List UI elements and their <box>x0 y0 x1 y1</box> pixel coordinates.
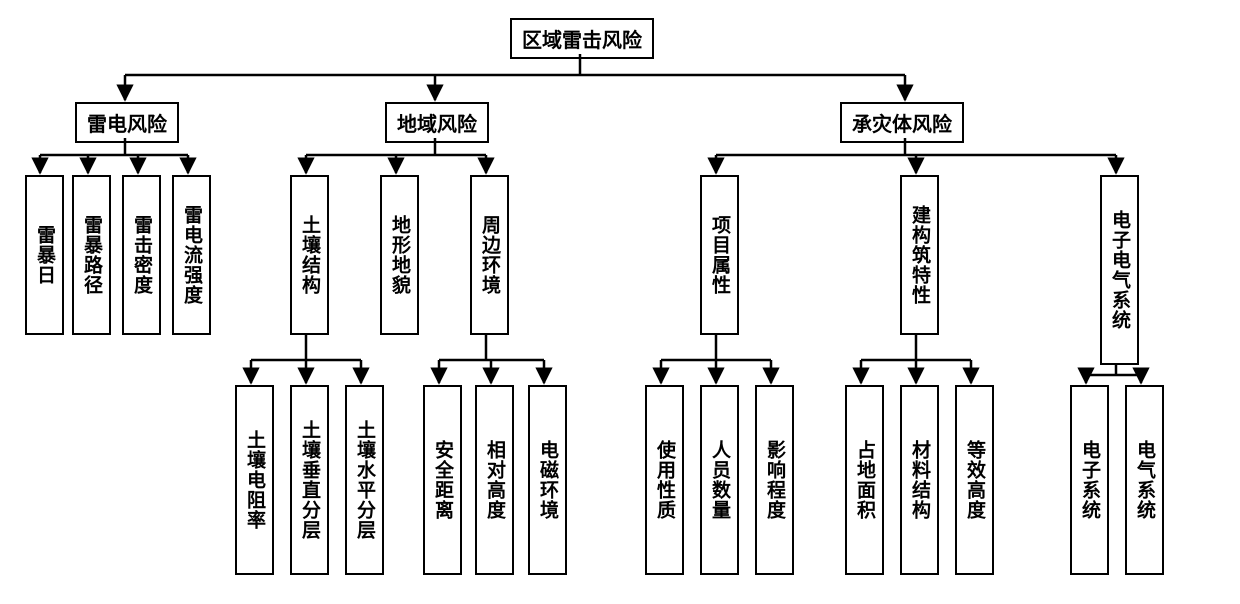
tree-diagram: 区域雷击风险 雷电风险 地域风险 承灾体风险 雷暴日 雷暴路径 雷击密度 雷电流… <box>10 10 1230 594</box>
project-leaf-0: 使用性质 <box>645 385 684 575</box>
surround-leaf-0: 安全距离 <box>423 385 462 575</box>
region-terrain: 地形地貌 <box>380 175 419 335</box>
building-leaf-1: 材料结构 <box>900 385 939 575</box>
thunder-leaf-0: 雷暴日 <box>25 175 64 335</box>
soil-leaf-0: 土壤电阻率 <box>235 385 274 575</box>
l1-thunder: 雷电风险 <box>75 102 179 143</box>
root-node: 区域雷击风险 <box>510 18 654 59</box>
receptor-project: 项目属性 <box>700 175 739 335</box>
soil-leaf-2: 土壤水平分层 <box>345 385 384 575</box>
project-leaf-2: 影响程度 <box>755 385 794 575</box>
thunder-leaf-2: 雷击密度 <box>122 175 161 335</box>
surround-leaf-1: 相对高度 <box>475 385 514 575</box>
region-soil: 土壤结构 <box>290 175 329 335</box>
region-surround: 周边环境 <box>470 175 509 335</box>
thunder-leaf-1: 雷暴路径 <box>72 175 111 335</box>
elec-leaf-0: 电子系统 <box>1070 385 1109 575</box>
building-leaf-0: 占地面积 <box>845 385 884 575</box>
soil-leaf-1: 土壤垂直分层 <box>290 385 329 575</box>
project-leaf-1: 人员数量 <box>700 385 739 575</box>
building-leaf-2: 等效高度 <box>955 385 994 575</box>
l1-receptor: 承灾体风险 <box>840 102 964 143</box>
receptor-elec: 电子电气系统 <box>1100 175 1139 365</box>
thunder-leaf-3: 雷电流强度 <box>172 175 211 335</box>
surround-leaf-2: 电磁环境 <box>528 385 567 575</box>
elec-leaf-1: 电气系统 <box>1125 385 1164 575</box>
receptor-building: 建构筑特性 <box>900 175 939 335</box>
l1-region: 地域风险 <box>385 102 489 143</box>
